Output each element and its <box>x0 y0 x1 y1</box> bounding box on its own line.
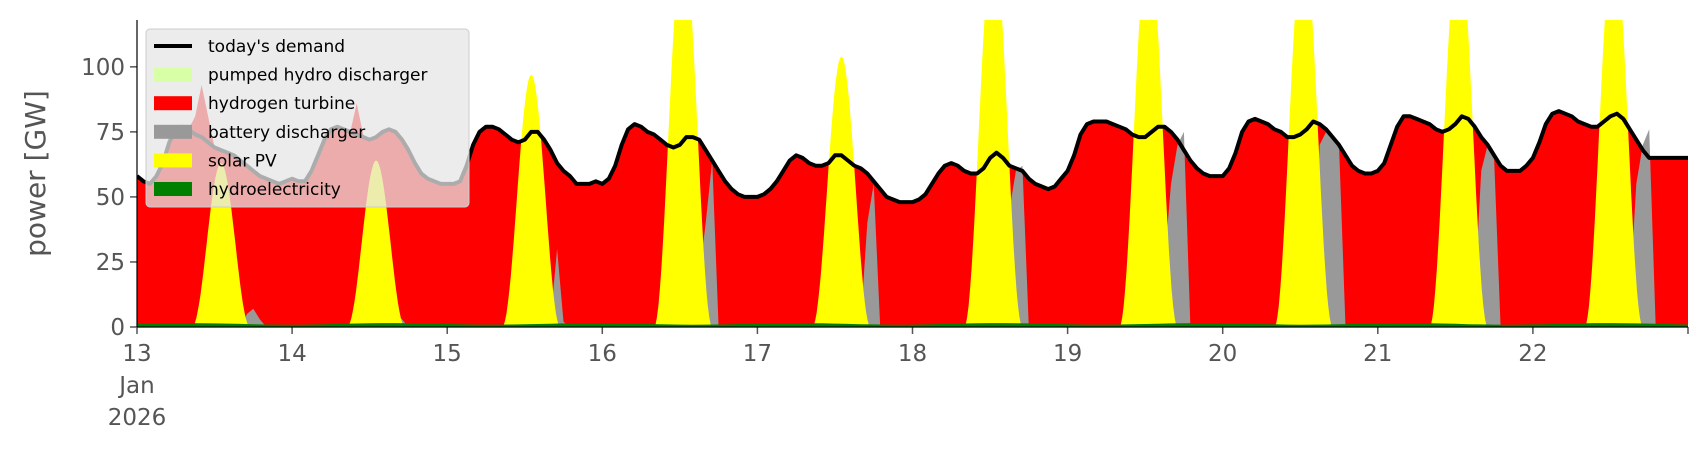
legend-entry-label: solar PV <box>208 151 277 171</box>
solar-pv-area <box>191 20 1643 327</box>
legend-swatch <box>154 124 192 139</box>
x-tick-label: 20 <box>1208 341 1237 367</box>
x-tick-label: 16 <box>588 341 617 367</box>
hydroelectricity-area-path <box>137 323 1688 327</box>
battery-discharger-area-path <box>1461 144 1501 327</box>
legend-swatch <box>154 153 192 168</box>
battery-discharger-area-path <box>854 183 881 327</box>
x-tick-label: 17 <box>743 341 772 367</box>
y-tick-label: 0 <box>110 315 125 341</box>
y-tick-label: 75 <box>96 120 125 146</box>
solar-pv-peak <box>1429 20 1488 327</box>
legend-swatch <box>154 96 192 111</box>
battery-discharger-area-path <box>1145 131 1191 327</box>
x-tick-label: 14 <box>277 341 306 367</box>
solar-pv-peak <box>1119 20 1178 327</box>
x-axis-month-label: Jan <box>117 373 154 399</box>
legend: today's demand pumped hydro discharger hyd… <box>145 28 470 208</box>
y-tick-label: 25 <box>96 250 125 276</box>
solar-pv-peak <box>1274 20 1333 327</box>
x-tick-label: 15 <box>433 341 462 367</box>
legend-box <box>145 28 470 208</box>
x-tick-label: 13 <box>122 341 151 367</box>
legend-swatch <box>154 182 192 196</box>
legend-entry-label: today's demand <box>208 37 345 57</box>
x-tick-label: 19 <box>1053 341 1082 367</box>
axes: 0 25 50 75 100 13 14 15 16 17 18 19 20 21 22 power [G… <box>19 20 1689 431</box>
x-tick-label: 18 <box>898 341 927 367</box>
solar-pv-peak <box>654 20 713 327</box>
solar-pv-peak <box>812 56 871 327</box>
battery-discharger-area-path <box>524 248 570 327</box>
plot-area <box>137 20 1688 327</box>
hydroelectricity-area <box>137 323 1688 327</box>
legend-swatch <box>154 67 192 82</box>
solar-pv-peak <box>347 160 406 327</box>
battery-discharger-area-path <box>679 160 719 327</box>
x-axis-ticks: 13 14 15 16 17 18 19 20 21 22 <box>122 327 1689 367</box>
legend-entry-label: pumped hydro discharger <box>208 66 427 86</box>
solar-pv-peak <box>964 20 1023 327</box>
legend-entry-label: hydrogen turbine <box>208 94 355 114</box>
x-tick-label: 21 <box>1363 341 1392 367</box>
y-tick-label: 50 <box>96 185 125 211</box>
legend-entry-label: hydroelectricity <box>208 180 341 200</box>
y-axis-ticks: 0 25 50 75 100 <box>81 55 137 341</box>
solar-pv-peak <box>502 74 561 327</box>
solar-pv-peak <box>191 163 251 327</box>
y-axis-label: power [GW] <box>19 90 52 257</box>
y-tick-label: 100 <box>81 55 125 81</box>
x-axis-year-label: 2026 <box>108 405 167 431</box>
solar-pv-peak <box>1584 20 1643 327</box>
x-tick-label: 22 <box>1518 341 1547 367</box>
legend-entry-label: battery discharger <box>208 123 365 143</box>
